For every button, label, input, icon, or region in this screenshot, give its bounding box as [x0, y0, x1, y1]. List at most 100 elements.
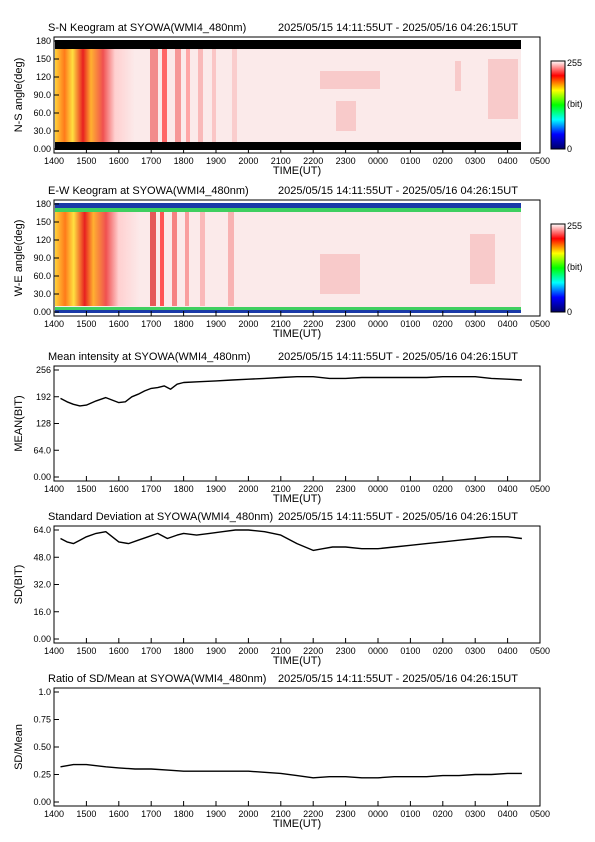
x-tick-label: 0300 — [465, 646, 485, 656]
x-tick-label: 2000 — [238, 319, 258, 329]
colorbar-unit-label: (bit) — [567, 262, 583, 272]
x-tick-label: 1500 — [76, 484, 96, 494]
x-tick-label: 2300 — [336, 809, 356, 819]
y-axis: 0.00 0.25 0.50 0.75 1.0 SD/Mean — [13, 687, 59, 807]
colorbar-gradient — [550, 223, 566, 313]
aurora-band — [55, 212, 140, 306]
aurora-streak — [228, 212, 234, 306]
x-tick-label: 0200 — [433, 156, 453, 166]
y-axis-label: N-S angle(deg) — [13, 58, 25, 133]
y-tick-label: 0.00 — [33, 634, 51, 644]
x-tick-label: 1400 — [44, 156, 64, 166]
x-tick-label: 1900 — [206, 484, 226, 494]
x-tick-label: 1900 — [206, 156, 226, 166]
x-tick-label: 1800 — [174, 319, 194, 329]
x-tick-label: 2000 — [238, 484, 258, 494]
x-tick-label: 2100 — [271, 156, 291, 166]
time-range: 2025/05/15 14:11:55UT - 2025/05/16 04:26… — [278, 673, 518, 685]
x-tick-label: 1800 — [174, 156, 194, 166]
y-axis: 0.00 30.0 60.0 90.0 120 150 180 W-E angle(deg) — [13, 199, 59, 317]
panel-title: Mean intensity at SYOWA(WMI4_480nm) — [48, 351, 251, 363]
y-tick-label: 0.00 — [33, 472, 51, 482]
x-tick-label: 1500 — [76, 646, 96, 656]
plot-frame — [53, 365, 541, 482]
x-tick-label: 2100 — [271, 646, 291, 656]
y-tick-label: 90.0 — [33, 90, 51, 100]
x-axis: 1400 1500 1600 1700 1800 1900 2000 2100 2200 2300… — [44, 148, 550, 177]
edge-mask-bottom — [55, 142, 521, 150]
x-tick-label: 0000 — [368, 156, 388, 166]
x-tick-label: 1800 — [174, 646, 194, 656]
diffuse-patch — [320, 71, 380, 89]
y-axis: 0.00 16.0 32.0 48.0 64.0 SD(BIT) — [13, 525, 59, 644]
x-tick-label: 0400 — [498, 156, 518, 166]
x-tick-label: 2000 — [238, 809, 258, 819]
x-tick-label: 0100 — [400, 319, 420, 329]
x-tick-label: 0000 — [368, 484, 388, 494]
diffuse-patch — [320, 254, 360, 294]
y-tick-label: 48.0 — [33, 552, 51, 562]
colorbar-max-label: 255 — [567, 221, 582, 231]
x-tick-label: 0000 — [368, 319, 388, 329]
x-tick-label: 1500 — [76, 156, 96, 166]
x-tick-label: 1600 — [109, 646, 129, 656]
y-tick-label: 32.0 — [33, 580, 51, 590]
y-axis-label: MEAN(BIT) — [13, 395, 25, 451]
y-axis: 0.00 30.0 60.0 90.0 120 150 180 N-S angle(deg) — [13, 36, 59, 154]
x-tick-label: 1700 — [141, 646, 161, 656]
x-tick-label: 1800 — [174, 809, 194, 819]
x-tick-label: 2100 — [271, 809, 291, 819]
x-tick-label: 0500 — [530, 156, 550, 166]
x-tick-label: 1400 — [44, 809, 64, 819]
x-tick-label: 0000 — [368, 646, 388, 656]
y-tick-label: 1.0 — [38, 687, 51, 697]
y-tick-label: 150 — [36, 217, 51, 227]
aurora-streak — [200, 212, 205, 306]
x-tick-label: 1500 — [76, 809, 96, 819]
x-tick-label: 2200 — [303, 156, 323, 166]
y-tick-label: 0.00 — [33, 307, 51, 317]
aurora-streak — [162, 47, 167, 143]
diffuse-patch — [455, 61, 461, 91]
x-tick-label: 2300 — [336, 156, 356, 166]
x-tick-label: 2200 — [303, 646, 323, 656]
x-tick-label: 1400 — [44, 319, 64, 329]
y-tick-label: 0.50 — [33, 742, 51, 752]
y-tick-label: 60.0 — [33, 271, 51, 281]
aurora-streak — [186, 47, 190, 143]
x-tick-label: 2100 — [271, 319, 291, 329]
x-tick-label: 2000 — [238, 156, 258, 166]
x-tick-label: 1700 — [141, 484, 161, 494]
y-tick-label: 180 — [36, 199, 51, 209]
x-axis: 1400 1500 1600 1700 1800 1900 2000 2100 2200 2300… — [44, 801, 550, 830]
aurora-streak — [232, 47, 237, 143]
y-tick-label: 120 — [36, 235, 51, 245]
x-axis: 1400 1500 1600 1700 1800 1900 2000 2100 2200 2300… — [44, 311, 550, 340]
sn-keogram-image — [55, 40, 521, 150]
x-tick-label: 0500 — [530, 319, 550, 329]
y-tick-label: 120 — [36, 72, 51, 82]
edge-band-top — [55, 203, 521, 208]
x-tick-label: 1600 — [109, 156, 129, 166]
x-tick-label: 2300 — [336, 646, 356, 656]
aurora-streak — [212, 47, 216, 143]
x-tick-label: 2100 — [271, 484, 291, 494]
aurora-streak — [185, 212, 189, 306]
x-tick-label: 0200 — [433, 484, 453, 494]
x-axis: 1400 1500 1600 1700 1800 1900 2000 2100 2200 2300… — [44, 476, 550, 505]
y-tick-label: 16.0 — [33, 607, 51, 617]
x-tick-label: 1700 — [141, 809, 161, 819]
time-range: 2025/05/15 14:11:55UT - 2025/05/16 04:26… — [278, 185, 518, 197]
x-tick-label: 1400 — [44, 646, 64, 656]
edge-band-bottom — [55, 307, 521, 310]
x-tick-label: 1800 — [174, 484, 194, 494]
diffuse-patch — [488, 59, 518, 119]
x-tick-label: 0300 — [465, 484, 485, 494]
edge-mask-top — [55, 40, 521, 49]
x-tick-label: 1900 — [206, 646, 226, 656]
x-tick-label: 0200 — [433, 646, 453, 656]
y-tick-label: 256 — [36, 365, 51, 375]
ew-keogram-image — [55, 203, 521, 313]
y-axis-label: W-E angle(deg) — [13, 220, 25, 297]
